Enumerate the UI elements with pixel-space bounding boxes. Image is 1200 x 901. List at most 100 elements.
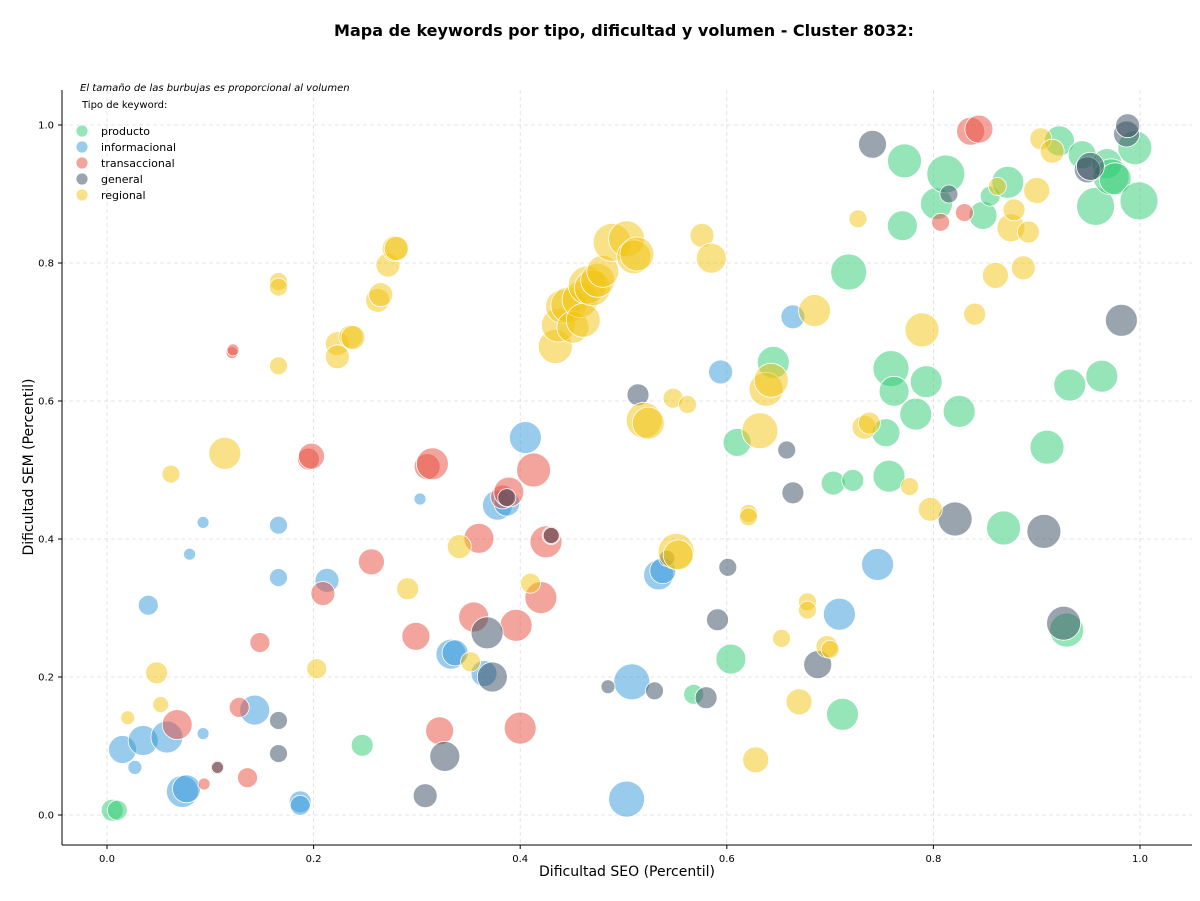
bubble-general: [781, 481, 805, 505]
bubble-regional: [269, 277, 288, 297]
bubble-producto: [1053, 368, 1087, 402]
bubble-general: [937, 501, 973, 537]
bubble-general: [777, 440, 797, 460]
bubble-informacional: [613, 663, 651, 701]
axes: [61, 90, 1192, 846]
bubble-regional: [565, 302, 601, 338]
y-tick-label: 0.0: [38, 811, 54, 822]
bubble-regional: [340, 325, 366, 350]
bubble-regional: [848, 209, 868, 229]
bubble-producto: [830, 253, 868, 291]
legend: Tipo de keyword: producto informacional tr…: [75, 100, 176, 202]
bubble-regional: [753, 362, 789, 398]
bubble-producto: [715, 643, 747, 675]
legend-marker-producto: [75, 124, 89, 138]
bubble-transaccional: [310, 581, 336, 606]
bubble-general: [1115, 113, 1140, 139]
x-tick-label: 0.8: [925, 854, 941, 865]
bubble-transaccional: [499, 608, 533, 642]
bubble-regional: [1010, 255, 1036, 281]
bubble-layer: [100, 113, 1159, 822]
legend-label-informacional: informacional: [101, 141, 176, 154]
bubble-producto: [1085, 359, 1119, 393]
bubble-transaccional: [237, 767, 258, 789]
bubble-informacional: [861, 548, 894, 581]
bubble-transaccional: [357, 548, 385, 576]
bubble-general: [1105, 303, 1138, 337]
bubble-regional: [396, 577, 420, 601]
bubble-regional: [324, 344, 350, 370]
bubble-regional: [695, 242, 727, 274]
y-axis-label: Dificultad SEM (Percentil): [21, 379, 37, 556]
bubble-regional: [269, 356, 288, 376]
bubble-general: [429, 741, 461, 772]
bubble-general: [718, 557, 738, 577]
y-ticks: 0.0 0.2 0.4 0.6 0.8 1.0: [38, 121, 62, 822]
bubble-informacional: [127, 760, 143, 775]
bubble-regional: [798, 294, 831, 328]
bubble-informacional: [137, 594, 159, 616]
bubble-producto: [942, 394, 976, 428]
bubble-regional: [742, 746, 770, 774]
legend-marker-informacional: [75, 140, 89, 154]
bubble-producto: [986, 510, 1021, 546]
bubble-producto: [909, 365, 943, 399]
bubble-informacional: [183, 547, 197, 561]
bubble-general: [470, 616, 504, 650]
bubble-informacional: [708, 359, 733, 385]
bubble-general: [939, 184, 959, 204]
bubble-transaccional: [228, 697, 250, 718]
bubble-regional: [446, 534, 472, 559]
bubble-transaccional: [964, 114, 994, 144]
bubble-producto: [350, 733, 374, 757]
bubble-producto: [878, 375, 910, 407]
x-tick-label: 0.0: [99, 854, 115, 865]
x-tick-label: 1.0: [1132, 854, 1148, 865]
bubble-transaccional: [516, 452, 551, 488]
bubble-regional: [988, 176, 1007, 196]
bubble-regional: [741, 412, 779, 450]
x-ticks: 0.0 0.2 0.4 0.6 0.8 1.0: [99, 845, 1148, 865]
bubble-regional: [772, 629, 791, 648]
bubble-producto: [899, 397, 933, 431]
legend-marker-transaccional: [75, 156, 89, 170]
bubble-producto: [826, 697, 859, 731]
bubble-producto: [887, 210, 918, 242]
chart-title: Mapa de keywords por tipo, dificultad y …: [334, 21, 914, 40]
bubble-regional: [208, 436, 242, 470]
legend-label-regional: regional: [101, 189, 146, 202]
bubble-regional: [739, 507, 758, 527]
bubble-informacional: [269, 515, 288, 535]
bubble-regional: [161, 464, 181, 484]
bubble-regional: [120, 710, 136, 726]
bubble-producto: [841, 468, 865, 492]
bubble-regional: [1002, 198, 1026, 222]
bubble-transaccional: [415, 447, 449, 481]
bubble-general: [858, 129, 887, 159]
bubble-general: [645, 681, 664, 701]
bubble-general: [497, 488, 517, 508]
bubble-regional: [798, 600, 817, 620]
x-axis-label: Dificultad SEO (Percentil): [539, 864, 715, 880]
bubble-transaccional: [401, 621, 431, 651]
bubble-general: [476, 661, 508, 693]
bubble-transaccional: [161, 709, 193, 740]
legend-label-transaccional: transaccional: [101, 157, 175, 170]
bubble-general: [1046, 605, 1081, 641]
bubble-regional: [631, 406, 665, 440]
bubble-regional: [368, 282, 394, 308]
bubble-general: [269, 711, 288, 730]
bubble-producto: [1076, 186, 1115, 226]
bubble-general: [1076, 151, 1105, 181]
bubble-regional: [963, 302, 987, 326]
bubble-general: [600, 679, 616, 695]
bubble-regional: [900, 477, 919, 497]
bubble-transaccional: [226, 343, 240, 357]
bubble-regional: [306, 658, 328, 680]
y-tick-label: 1.0: [38, 121, 54, 132]
bubble-regional: [820, 640, 840, 659]
x-tick-label: 0.2: [306, 854, 322, 865]
bubble-regional: [858, 411, 881, 435]
bubble-transaccional: [955, 203, 974, 223]
